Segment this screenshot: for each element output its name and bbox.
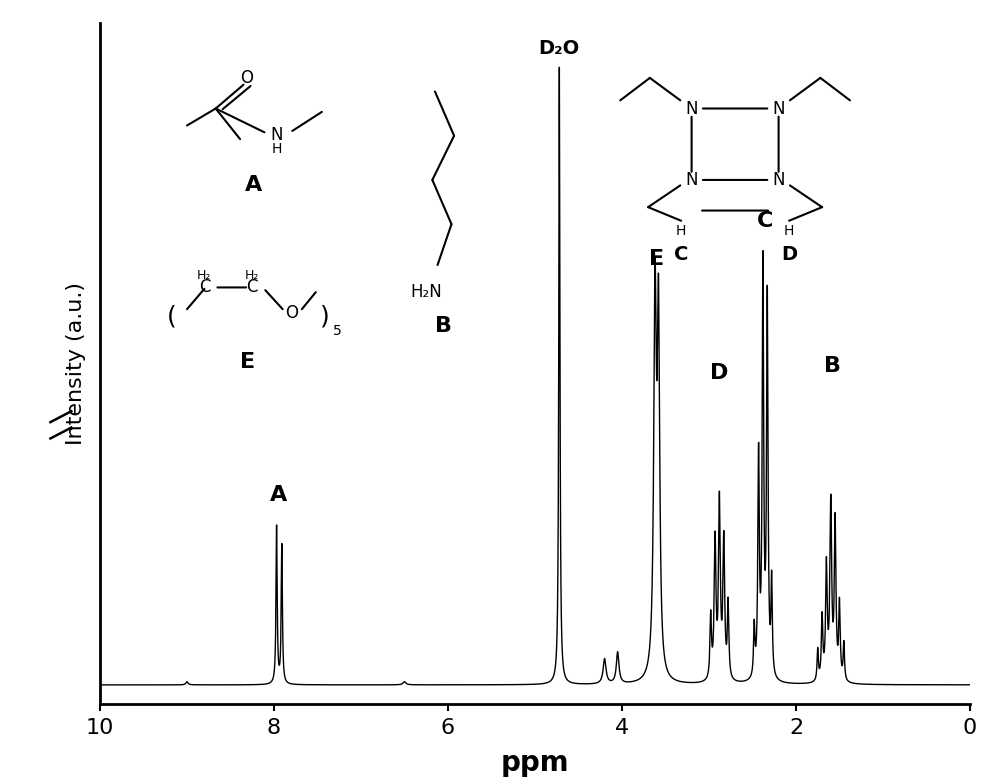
- Text: N: N: [685, 99, 698, 117]
- Text: D₂O: D₂O: [539, 39, 580, 58]
- Text: A: A: [270, 486, 287, 505]
- Text: H: H: [271, 142, 282, 156]
- Text: O: O: [285, 303, 298, 321]
- Text: N: N: [772, 99, 785, 117]
- Text: D: D: [710, 363, 729, 382]
- Text: N: N: [270, 126, 283, 144]
- Text: H₂: H₂: [197, 269, 212, 282]
- Text: C: C: [757, 211, 774, 231]
- Text: ): ): [320, 304, 329, 328]
- Text: D: D: [781, 246, 797, 264]
- Text: A: A: [245, 175, 263, 196]
- Y-axis label: Intensity (a.u.): Intensity (a.u.): [66, 282, 86, 445]
- Text: H₂N: H₂N: [410, 283, 442, 301]
- Text: N: N: [772, 171, 785, 189]
- Text: C: C: [199, 278, 210, 296]
- Text: E: E: [649, 249, 664, 269]
- Text: (: (: [166, 304, 176, 328]
- Text: B: B: [824, 357, 841, 376]
- Text: H₂: H₂: [245, 269, 259, 282]
- Text: H: H: [676, 224, 686, 238]
- Text: H: H: [784, 224, 794, 238]
- X-axis label: ppm: ppm: [501, 749, 569, 777]
- Text: N: N: [685, 171, 698, 189]
- Text: O: O: [240, 69, 253, 87]
- Text: C: C: [674, 246, 688, 264]
- Text: B: B: [435, 316, 452, 336]
- Text: C: C: [246, 278, 258, 296]
- Text: E: E: [240, 352, 255, 372]
- Text: 5: 5: [333, 324, 342, 338]
